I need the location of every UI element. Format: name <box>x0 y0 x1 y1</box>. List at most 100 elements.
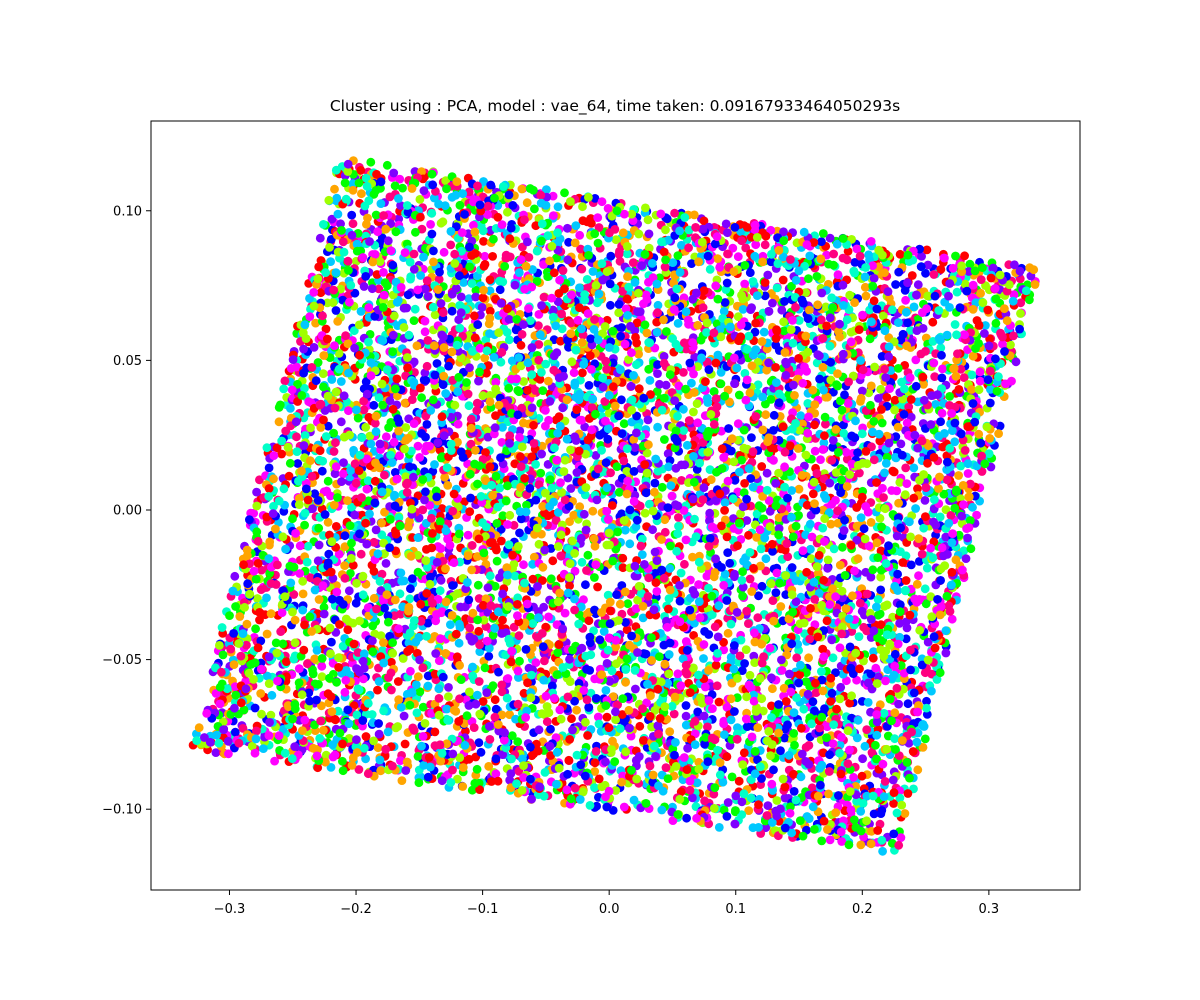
scatter-point <box>694 670 703 680</box>
scatter-point <box>681 711 691 721</box>
scatter-point <box>619 419 629 429</box>
scatter-point <box>905 773 914 783</box>
scatter-point <box>842 315 852 325</box>
scatter-point <box>473 320 483 329</box>
scatter-point <box>256 585 266 594</box>
scatter-point <box>523 237 532 247</box>
scatter-point <box>275 400 285 410</box>
scatter-point <box>769 410 779 420</box>
scatter-point <box>861 291 871 301</box>
scatter-point <box>414 778 424 788</box>
scatter-point <box>693 362 703 371</box>
scatter-point <box>474 594 484 603</box>
scatter-point <box>313 358 323 367</box>
scatter-point <box>427 208 437 218</box>
scatter-point <box>968 351 978 361</box>
scatter-point <box>712 681 722 691</box>
scatter-point <box>791 275 801 285</box>
scatter-point <box>922 563 932 573</box>
scatter-point <box>467 541 477 550</box>
scatter-point <box>660 515 670 525</box>
scatter-point <box>397 776 407 785</box>
scatter-point <box>484 651 494 661</box>
scatter-point <box>869 647 878 656</box>
scatter-point <box>699 654 708 663</box>
scatter-point <box>443 534 452 544</box>
scatter-point <box>446 620 455 629</box>
scatter-point <box>418 702 428 712</box>
scatter-point <box>761 823 771 833</box>
scatter-point <box>597 445 606 455</box>
scatter-point <box>498 589 507 599</box>
scatter-point <box>711 358 721 368</box>
scatter-point <box>605 606 615 616</box>
scatter-point <box>944 291 953 301</box>
chart-title: Cluster using : PCA, model : vae_64, tim… <box>330 97 900 116</box>
scatter-point <box>516 340 526 350</box>
scatter-point <box>650 478 660 488</box>
scatter-point <box>336 417 346 427</box>
scatter-point <box>593 712 603 722</box>
scatter-point <box>787 563 797 572</box>
scatter-point <box>766 751 775 761</box>
scatter-point <box>857 771 867 781</box>
scatter-point <box>828 653 838 663</box>
scatter-point <box>218 650 228 660</box>
scatter-point <box>532 246 542 256</box>
scatter-point <box>422 276 432 285</box>
scatter-point <box>881 459 891 468</box>
scatter-point <box>876 585 886 595</box>
scatter-point <box>280 748 290 758</box>
data-points <box>188 156 1040 856</box>
scatter-point <box>642 468 652 478</box>
scatter-point <box>722 812 732 821</box>
scatter-point <box>255 475 264 485</box>
scatter-point <box>863 698 873 707</box>
scatter-point <box>338 766 348 776</box>
scatter-point <box>417 741 426 751</box>
scatter-point <box>590 783 599 792</box>
scatter-point <box>496 536 506 546</box>
scatter-point <box>274 417 284 427</box>
scatter-point <box>383 727 393 737</box>
scatter-point <box>524 253 534 262</box>
scatter-point <box>310 654 320 664</box>
scatter-point <box>888 466 898 476</box>
scatter-point <box>584 703 594 712</box>
scatter-point <box>225 611 234 620</box>
scatter-point <box>724 424 733 433</box>
scatter-point <box>406 584 415 594</box>
scatter-point <box>548 556 558 566</box>
scatter-point <box>735 651 745 661</box>
scatter-point <box>466 493 475 503</box>
scatter-point <box>789 708 799 717</box>
scatter-point <box>783 720 792 730</box>
scatter-point <box>804 274 813 284</box>
scatter-point <box>818 523 828 533</box>
scatter-point <box>750 747 760 756</box>
scatter-point <box>625 539 635 549</box>
scatter-point <box>829 544 839 554</box>
scatter-point <box>902 623 912 633</box>
scatter-point <box>850 268 859 278</box>
scatter-point <box>794 484 804 494</box>
scatter-point <box>667 491 677 501</box>
scatter-point <box>393 677 403 686</box>
scatter-point <box>733 252 743 262</box>
scatter-point <box>517 184 527 194</box>
scatter-point <box>229 660 239 669</box>
scatter-point <box>264 463 274 473</box>
scatter-point <box>330 184 339 194</box>
scatter-point <box>804 741 814 750</box>
scatter-point <box>895 619 904 628</box>
scatter-point <box>302 557 312 567</box>
scatter-point <box>915 595 924 604</box>
scatter-point <box>492 545 501 555</box>
scatter-point <box>385 192 395 202</box>
scatter-point <box>331 438 340 448</box>
scatter-point <box>553 202 563 212</box>
scatter-point <box>905 517 914 527</box>
scatter-point <box>720 506 729 515</box>
